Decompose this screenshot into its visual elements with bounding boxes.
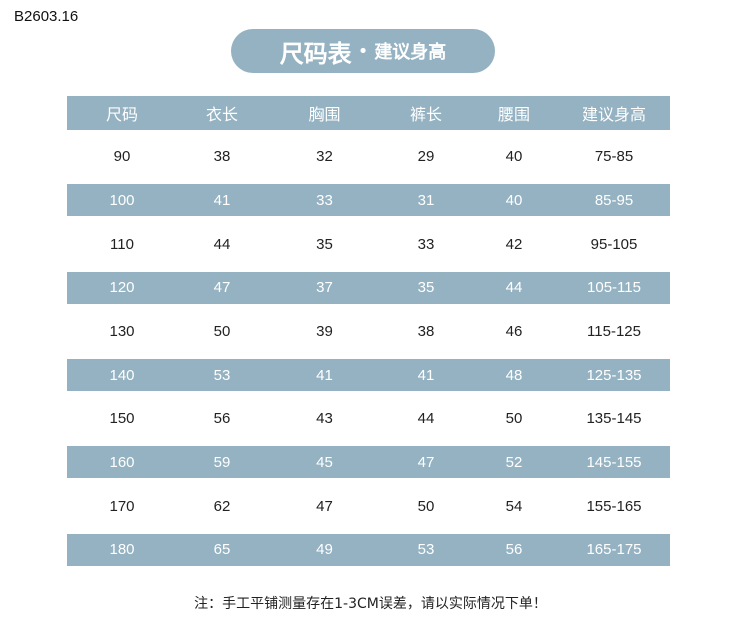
row-band: 140 53 41 41 48 125-135 xyxy=(67,359,670,392)
table-cell: 54 xyxy=(505,497,523,515)
column-header: 裤长 xyxy=(409,105,442,124)
table-cell: 44 xyxy=(505,279,523,297)
column-header: 尺码 xyxy=(105,105,138,124)
table-cell: 62 xyxy=(213,497,231,515)
column-header: 胸围 xyxy=(308,105,341,124)
table-cell: 49 xyxy=(316,541,333,559)
table-cell: 150 xyxy=(109,410,135,428)
table-cell: 165-175 xyxy=(586,541,642,559)
table-row: 90 38 32 29 40 75-85 xyxy=(67,135,670,179)
table-cell: 38 xyxy=(213,148,231,166)
table-cell: 47 xyxy=(316,497,333,515)
table-row: 160 59 45 47 52 145-155 xyxy=(67,441,670,485)
table-cell: 44 xyxy=(417,410,435,428)
table-cell: 38 xyxy=(417,322,435,340)
table-cell: 110 xyxy=(110,235,134,253)
footnote: 注：手工平铺测量存在1-3CM误差，请以实际情况下单！ xyxy=(194,596,547,612)
table-cell: 47 xyxy=(213,279,231,297)
table-cell: 45 xyxy=(316,453,333,471)
table-row: 120 47 37 35 44 105-115 xyxy=(67,266,670,310)
table-row: 140 53 41 41 48 125-135 xyxy=(67,353,670,397)
table-cell: 56 xyxy=(505,541,523,559)
table-cell: 52 xyxy=(505,453,523,471)
size-table: 尺码 衣长 胸围 裤长 腰围 建议身高 90 38 32 29 40 75-85 100 41 33 31 4… xyxy=(67,96,670,572)
table-cell: 50 xyxy=(417,497,435,515)
table-body: 90 38 32 29 40 75-85 100 41 33 31 40 85-95 110 44 35 33… xyxy=(67,135,670,572)
table-cell: 95-105 xyxy=(590,235,638,253)
table-cell: 155-165 xyxy=(586,497,642,515)
table-cell: 48 xyxy=(505,366,523,384)
row-band: 130 50 39 38 46 115-125 xyxy=(67,310,670,354)
table-cell: 50 xyxy=(505,410,523,428)
table-cell: 65 xyxy=(213,541,231,559)
table-row: 180 65 49 53 56 165-175 xyxy=(67,528,670,572)
table-row: 150 56 43 44 50 135-145 xyxy=(67,397,670,441)
table-cell: 29 xyxy=(417,148,435,166)
row-band: 110 44 35 33 42 95-105 xyxy=(67,222,670,266)
table-cell: 105-115 xyxy=(587,279,641,297)
title-sub: 建议身高 xyxy=(374,42,447,63)
row-band: 120 47 37 35 44 105-115 xyxy=(67,271,670,304)
table-row: 170 62 47 50 54 155-165 xyxy=(67,484,670,528)
table-cell: 100 xyxy=(109,191,135,209)
table-cell: 125-135 xyxy=(586,366,642,384)
column-header: 建议身高 xyxy=(581,105,646,124)
table-cell: 33 xyxy=(316,191,333,209)
table-cell: 35 xyxy=(316,235,333,253)
table-cell: 37 xyxy=(316,279,333,297)
table-cell: 44 xyxy=(213,235,231,253)
table-cell: 39 xyxy=(316,322,333,340)
table-cell: 41 xyxy=(213,191,231,209)
table-cell: 145-155 xyxy=(586,453,642,471)
row-band: 160 59 45 47 52 145-155 xyxy=(67,446,670,479)
table-cell: 53 xyxy=(417,541,435,559)
table-cell: 120 xyxy=(109,279,135,297)
table-cell: 53 xyxy=(213,366,231,384)
row-band: 150 56 43 44 50 135-145 xyxy=(67,397,670,441)
table-cell: 40 xyxy=(505,191,523,209)
table-cell: 43 xyxy=(316,410,333,428)
table-cell: 160 xyxy=(109,453,135,471)
table-cell: 59 xyxy=(213,453,231,471)
table-cell: 85-95 xyxy=(594,191,634,209)
table-cell: 170 xyxy=(109,497,135,515)
table-cell: 47 xyxy=(417,453,435,471)
table-cell: 75-85 xyxy=(594,148,634,166)
table-cell: 135-145 xyxy=(586,410,642,428)
table-header: 尺码 衣长 胸围 裤长 腰围 建议身高 xyxy=(67,96,670,130)
table-cell: 180 xyxy=(109,541,135,559)
row-band: 170 62 47 50 54 155-165 xyxy=(67,484,670,528)
table-cell: 90 xyxy=(113,148,131,166)
row-band: 90 38 32 29 40 75-85 xyxy=(67,135,670,179)
row-band: 100 41 33 31 40 85-95 xyxy=(67,184,670,217)
table-cell: 50 xyxy=(213,322,231,340)
title-banner: 尺码表 • 建议身高 xyxy=(231,29,495,73)
table-cell: 115-125 xyxy=(587,322,641,340)
table-cell: 140 xyxy=(109,366,135,384)
title-dot: • xyxy=(357,40,369,62)
table-cell: 35 xyxy=(417,279,435,297)
table-cell: 33 xyxy=(417,235,435,253)
column-header: 衣长 xyxy=(205,105,238,124)
table-cell: 46 xyxy=(505,322,523,340)
table-cell: 41 xyxy=(417,366,435,384)
table-cell: 42 xyxy=(505,235,523,253)
table-cell: 41 xyxy=(316,366,333,384)
table-cell: 130 xyxy=(109,322,135,340)
table-row: 100 41 33 31 40 85-95 xyxy=(67,179,670,223)
row-band: 180 65 49 53 56 165-175 xyxy=(67,533,670,566)
product-code: B2603.16 xyxy=(14,8,79,25)
table-row: 130 50 39 38 46 115-125 xyxy=(67,310,670,354)
title-main: 尺码表 xyxy=(279,39,352,68)
table-cell: 40 xyxy=(505,148,523,166)
column-header: 腰围 xyxy=(497,105,530,124)
table-row: 110 44 35 33 42 95-105 xyxy=(67,222,670,266)
table-cell: 56 xyxy=(213,410,231,428)
table-cell: 31 xyxy=(417,191,435,209)
table-cell: 32 xyxy=(316,148,333,166)
